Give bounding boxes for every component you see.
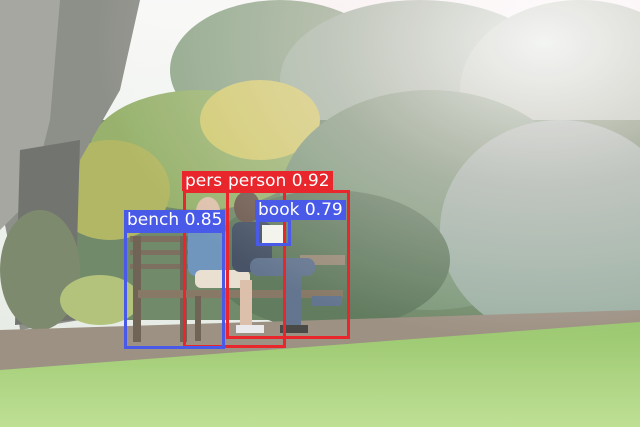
person-label: person 0.92 — [225, 171, 333, 191]
bench-label-score: 0.85 — [184, 210, 223, 230]
pers-label-class: pers — [185, 171, 223, 191]
person-label-score: 0.92 — [291, 171, 330, 191]
book-label-score: 0.79 — [304, 200, 343, 220]
book-label-class: book — [258, 200, 300, 220]
person-box-2 — [226, 190, 350, 339]
bench-label: bench 0.85 — [124, 210, 226, 230]
book-label: book 0.79 — [255, 200, 346, 220]
bench-label-class: bench — [127, 210, 180, 230]
book-box — [256, 219, 291, 246]
person-label-class: person — [228, 171, 287, 191]
pers-label: pers — [182, 171, 226, 191]
bench-box — [124, 230, 225, 349]
